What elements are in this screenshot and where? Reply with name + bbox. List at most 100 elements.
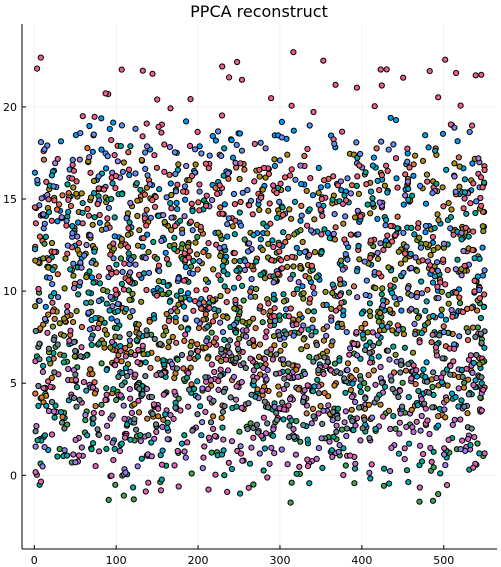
- data-point: [182, 454, 189, 461]
- data-point: [63, 222, 70, 229]
- data-point: [34, 437, 41, 444]
- data-point: [270, 333, 278, 340]
- data-point: [443, 482, 451, 489]
- data-point: [394, 322, 401, 329]
- data-point: [454, 256, 461, 263]
- data-point: [311, 216, 318, 223]
- data-point: [417, 427, 424, 434]
- data-point: [395, 450, 402, 457]
- data-point: [194, 411, 201, 418]
- data-point: [183, 118, 190, 125]
- data-point: [90, 279, 97, 286]
- data-point: [246, 339, 253, 346]
- data-point: [203, 192, 210, 199]
- data-point: [165, 261, 172, 268]
- data-point: [424, 417, 431, 424]
- data-point: [445, 436, 452, 443]
- data-point: [85, 289, 92, 296]
- data-point: [177, 217, 184, 224]
- data-point: [224, 314, 231, 321]
- data-point: [328, 447, 335, 454]
- data-point: [473, 351, 480, 359]
- data-point: [313, 274, 320, 281]
- data-point: [103, 331, 110, 338]
- data-point: [253, 363, 260, 370]
- data-point: [37, 478, 45, 485]
- data-point: [201, 443, 208, 450]
- data-point: [180, 365, 187, 372]
- data-point: [470, 381, 477, 389]
- data-point: [447, 225, 454, 232]
- data-point: [453, 289, 460, 296]
- data-point: [460, 205, 467, 212]
- data-point: [429, 312, 437, 320]
- data-point: [380, 482, 387, 489]
- data-point: [475, 155, 482, 162]
- data-point: [114, 300, 122, 307]
- data-point: [242, 364, 249, 372]
- data-point: [218, 414, 225, 421]
- data-point: [346, 345, 354, 352]
- data-point: [205, 240, 212, 247]
- data-point: [366, 349, 373, 356]
- data-point: [164, 436, 171, 443]
- data-point: [42, 233, 50, 240]
- data-point: [210, 425, 217, 432]
- data-point: [138, 156, 145, 164]
- data-point: [428, 458, 435, 465]
- data-point: [452, 188, 459, 195]
- data-point: [260, 164, 267, 172]
- data-point: [246, 202, 253, 209]
- data-point: [237, 198, 244, 206]
- data-point: [32, 443, 39, 450]
- data-point: [280, 291, 287, 298]
- data-point: [33, 423, 40, 430]
- data-point: [434, 283, 441, 290]
- data-point: [457, 416, 464, 423]
- data-point: [69, 230, 76, 237]
- x-tick-label: 100: [106, 554, 127, 567]
- data-point: [321, 354, 328, 361]
- data-point: [435, 94, 442, 101]
- data-point: [433, 352, 440, 359]
- data-point: [470, 464, 477, 471]
- data-point: [401, 445, 408, 452]
- data-point: [404, 158, 411, 165]
- data-point: [413, 373, 421, 380]
- data-point: [196, 258, 203, 265]
- data-point: [334, 324, 341, 331]
- data-point: [285, 233, 292, 240]
- data-point: [34, 65, 41, 72]
- data-point: [51, 197, 58, 204]
- data-point: [116, 334, 123, 341]
- data-point: [369, 200, 376, 207]
- data-point: [374, 177, 381, 184]
- data-point: [121, 434, 129, 441]
- data-point: [392, 351, 399, 358]
- data-point: [199, 465, 206, 472]
- data-point: [386, 480, 393, 487]
- data-point: [224, 233, 231, 240]
- data-point: [344, 175, 351, 182]
- data-point: [447, 362, 454, 370]
- data-point: [56, 201, 63, 208]
- data-point: [328, 305, 335, 312]
- data-point: [218, 152, 225, 159]
- data-point: [402, 256, 409, 263]
- data-point: [264, 230, 271, 237]
- data-point: [51, 315, 58, 322]
- data-point: [118, 236, 125, 243]
- data-point: [347, 231, 354, 238]
- data-point: [123, 305, 130, 313]
- data-point: [422, 229, 429, 236]
- data-point: [331, 140, 338, 147]
- data-point: [330, 433, 337, 440]
- data-point: [284, 461, 291, 468]
- data-point: [375, 270, 382, 277]
- grid-lines: [22, 24, 497, 549]
- data-point: [357, 213, 364, 220]
- data-point: [69, 156, 76, 163]
- data-point: [304, 222, 311, 229]
- data-point: [326, 438, 333, 445]
- data-point: [139, 133, 146, 140]
